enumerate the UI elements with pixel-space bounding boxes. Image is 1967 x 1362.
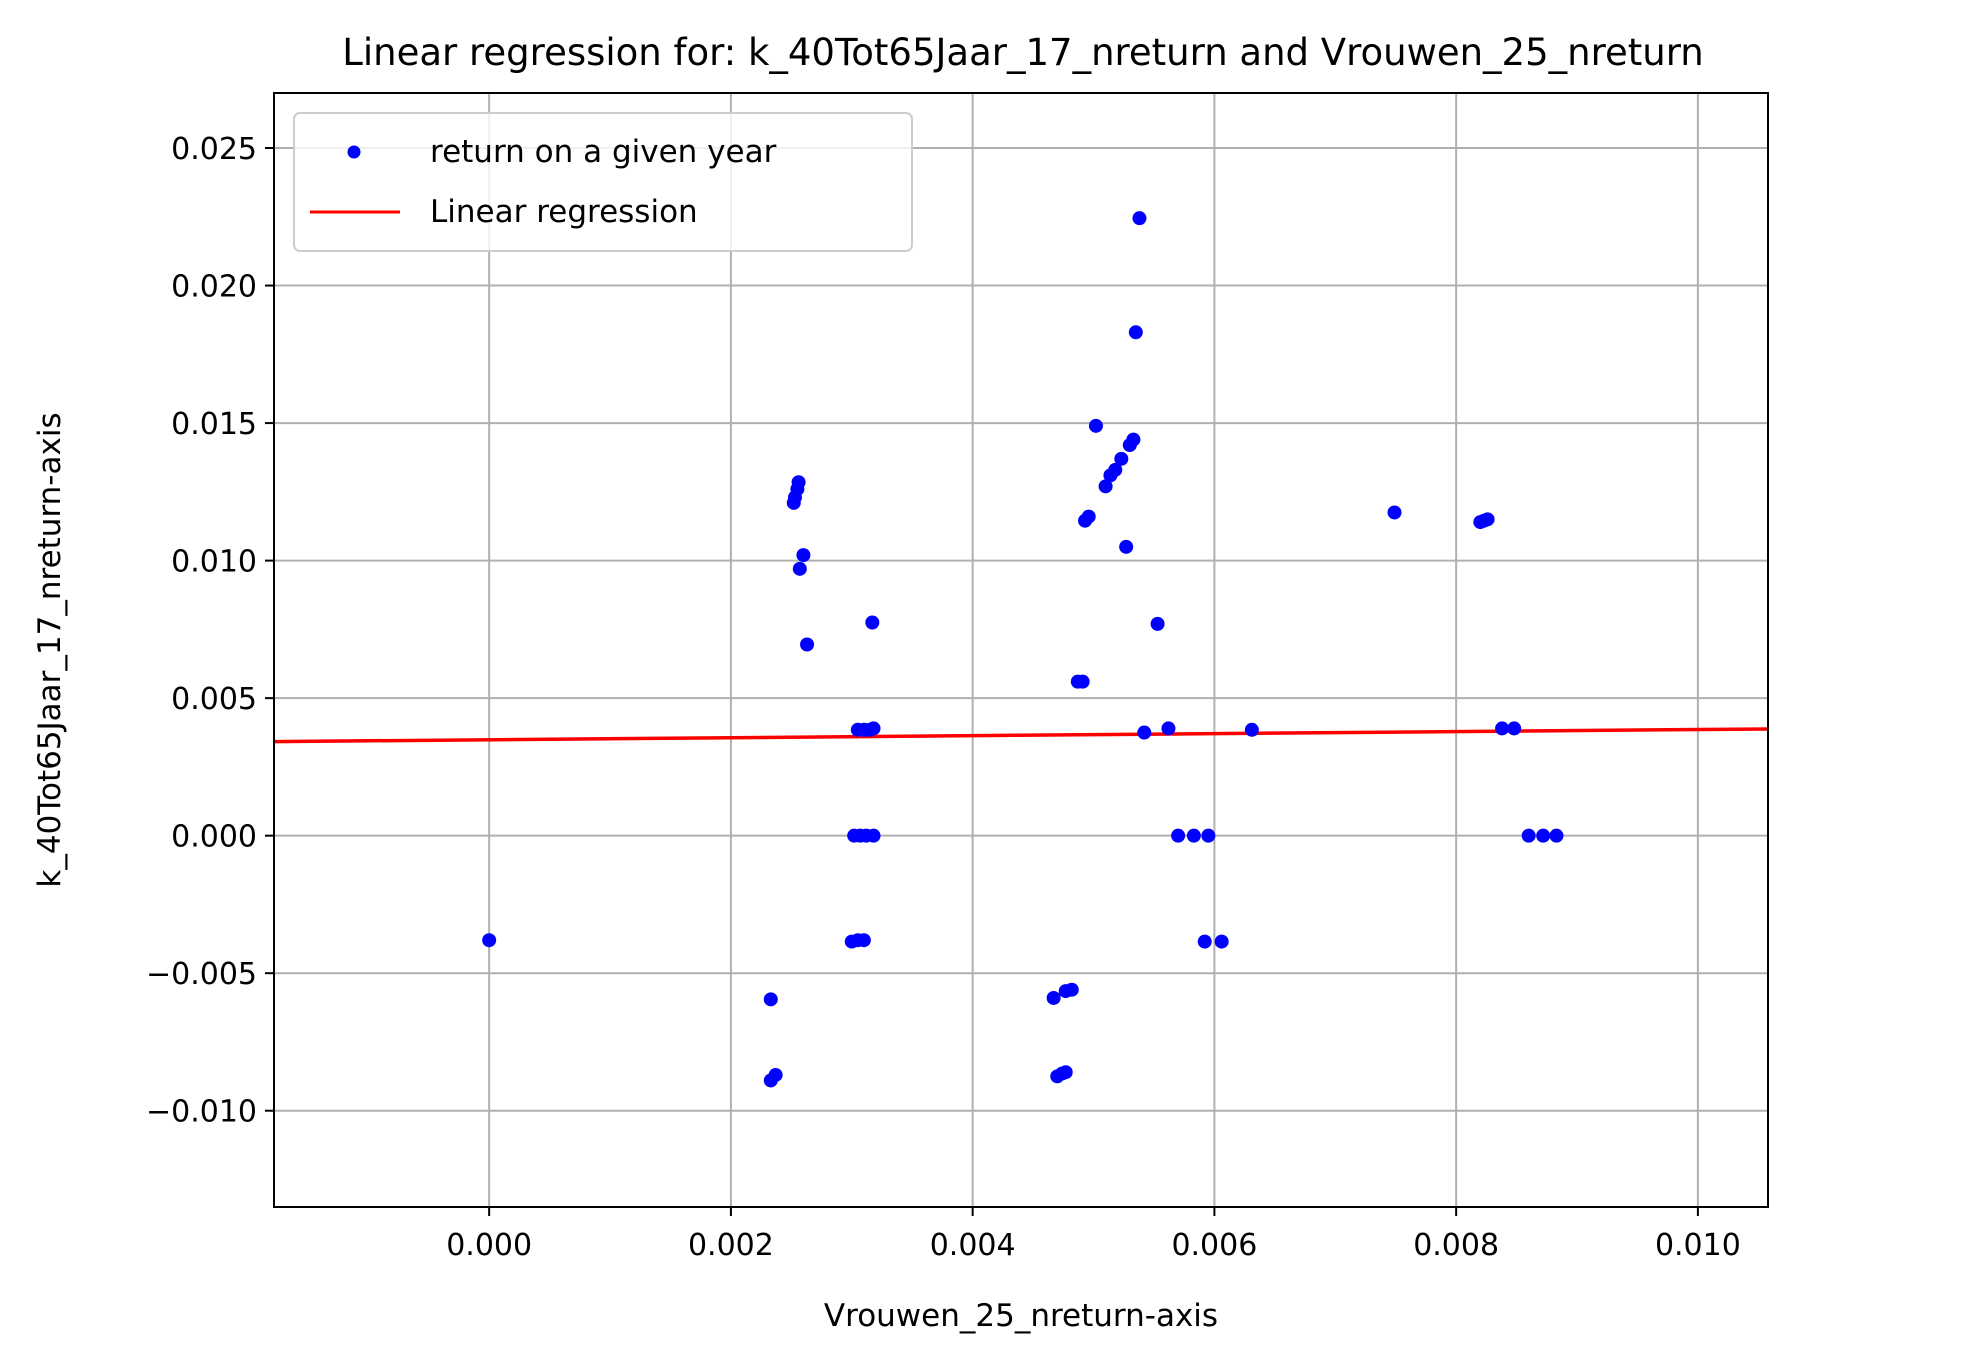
scatter-point — [792, 561, 807, 576]
scatter-point — [1137, 725, 1152, 740]
x-axis-label: Vrouwen_25_nreturn-axis — [824, 1298, 1218, 1334]
scatter-point — [1058, 1065, 1073, 1080]
scatter-point — [1081, 509, 1096, 524]
y-tick-label: 0.000 — [171, 820, 257, 855]
scatter-points — [482, 211, 1564, 1088]
x-tick-label: 0.000 — [446, 1228, 532, 1263]
axis-ticks: 0.000 0.002 0.004 0.006 0.008 0.010 −0.010 −0.0… — [146, 132, 1741, 1263]
legend-label-scatter: return on a given year — [430, 134, 777, 170]
scatter-point — [1186, 828, 1201, 843]
scatter-point — [1197, 934, 1212, 949]
scatter-point — [768, 1067, 783, 1082]
legend: return on a given year Linear regression — [293, 112, 913, 252]
scatter-point — [1387, 505, 1402, 520]
scatter-point — [1114, 451, 1129, 466]
scatter-point — [1098, 479, 1113, 494]
y-tick-label: 0.015 — [171, 407, 257, 442]
scatter-point — [1132, 211, 1147, 226]
scatter-point — [1108, 462, 1123, 477]
plot-frame — [273, 92, 1769, 1208]
chart-title: Linear regression for: k_40Tot65Jaar_17_… — [342, 31, 1703, 74]
legend-marker-scatter — [347, 145, 361, 159]
scatter-point — [1549, 828, 1564, 843]
legend-box — [293, 112, 913, 252]
scatter-point — [1201, 828, 1216, 843]
y-tick-label: 0.010 — [171, 545, 257, 580]
y-axis-label: k_40Tot65Jaar_17_nreturn-axis — [32, 412, 68, 887]
scatter-point — [866, 828, 881, 843]
scatter-point — [1128, 325, 1143, 340]
grid — [274, 93, 1768, 1207]
x-tick-label: 0.002 — [688, 1228, 774, 1263]
legend-label-regression: Linear regression — [430, 194, 698, 230]
scatter-point — [1046, 990, 1061, 1005]
scatter-point — [1064, 982, 1079, 997]
scatter-point — [482, 933, 497, 948]
x-tick-label: 0.008 — [1413, 1228, 1499, 1263]
scatter-point — [856, 933, 871, 948]
scatter-point — [1126, 432, 1141, 447]
scatter-point — [1214, 934, 1229, 949]
scatter-point — [1150, 616, 1165, 631]
scatter-point — [1507, 721, 1522, 736]
x-tick-label: 0.010 — [1655, 1228, 1741, 1263]
scatter-point — [796, 548, 811, 563]
scatter-point — [1536, 828, 1551, 843]
y-tick-label: 0.020 — [171, 270, 257, 305]
scatter-point — [1075, 674, 1090, 689]
scatter-point — [800, 637, 815, 652]
scatter-point — [866, 721, 881, 736]
y-tick-label: −0.005 — [146, 957, 257, 992]
scatter-point — [1171, 828, 1186, 843]
scatter-point — [1244, 722, 1259, 737]
scatter-point — [865, 615, 880, 630]
y-tick-label: 0.025 — [171, 132, 257, 167]
scatter-point — [1521, 828, 1536, 843]
scatter-point — [1119, 539, 1134, 554]
y-tick-label: 0.005 — [171, 682, 257, 717]
scatter-point — [763, 992, 778, 1007]
y-tick-label: −0.010 — [146, 1095, 257, 1130]
scatter-point — [1088, 418, 1103, 433]
scatter-point — [1480, 512, 1495, 527]
scatter-point — [791, 475, 806, 490]
x-tick-label: 0.006 — [1171, 1228, 1257, 1263]
scatter-point — [1161, 721, 1176, 736]
scatter-point — [1495, 721, 1510, 736]
x-tick-label: 0.004 — [930, 1228, 1016, 1263]
